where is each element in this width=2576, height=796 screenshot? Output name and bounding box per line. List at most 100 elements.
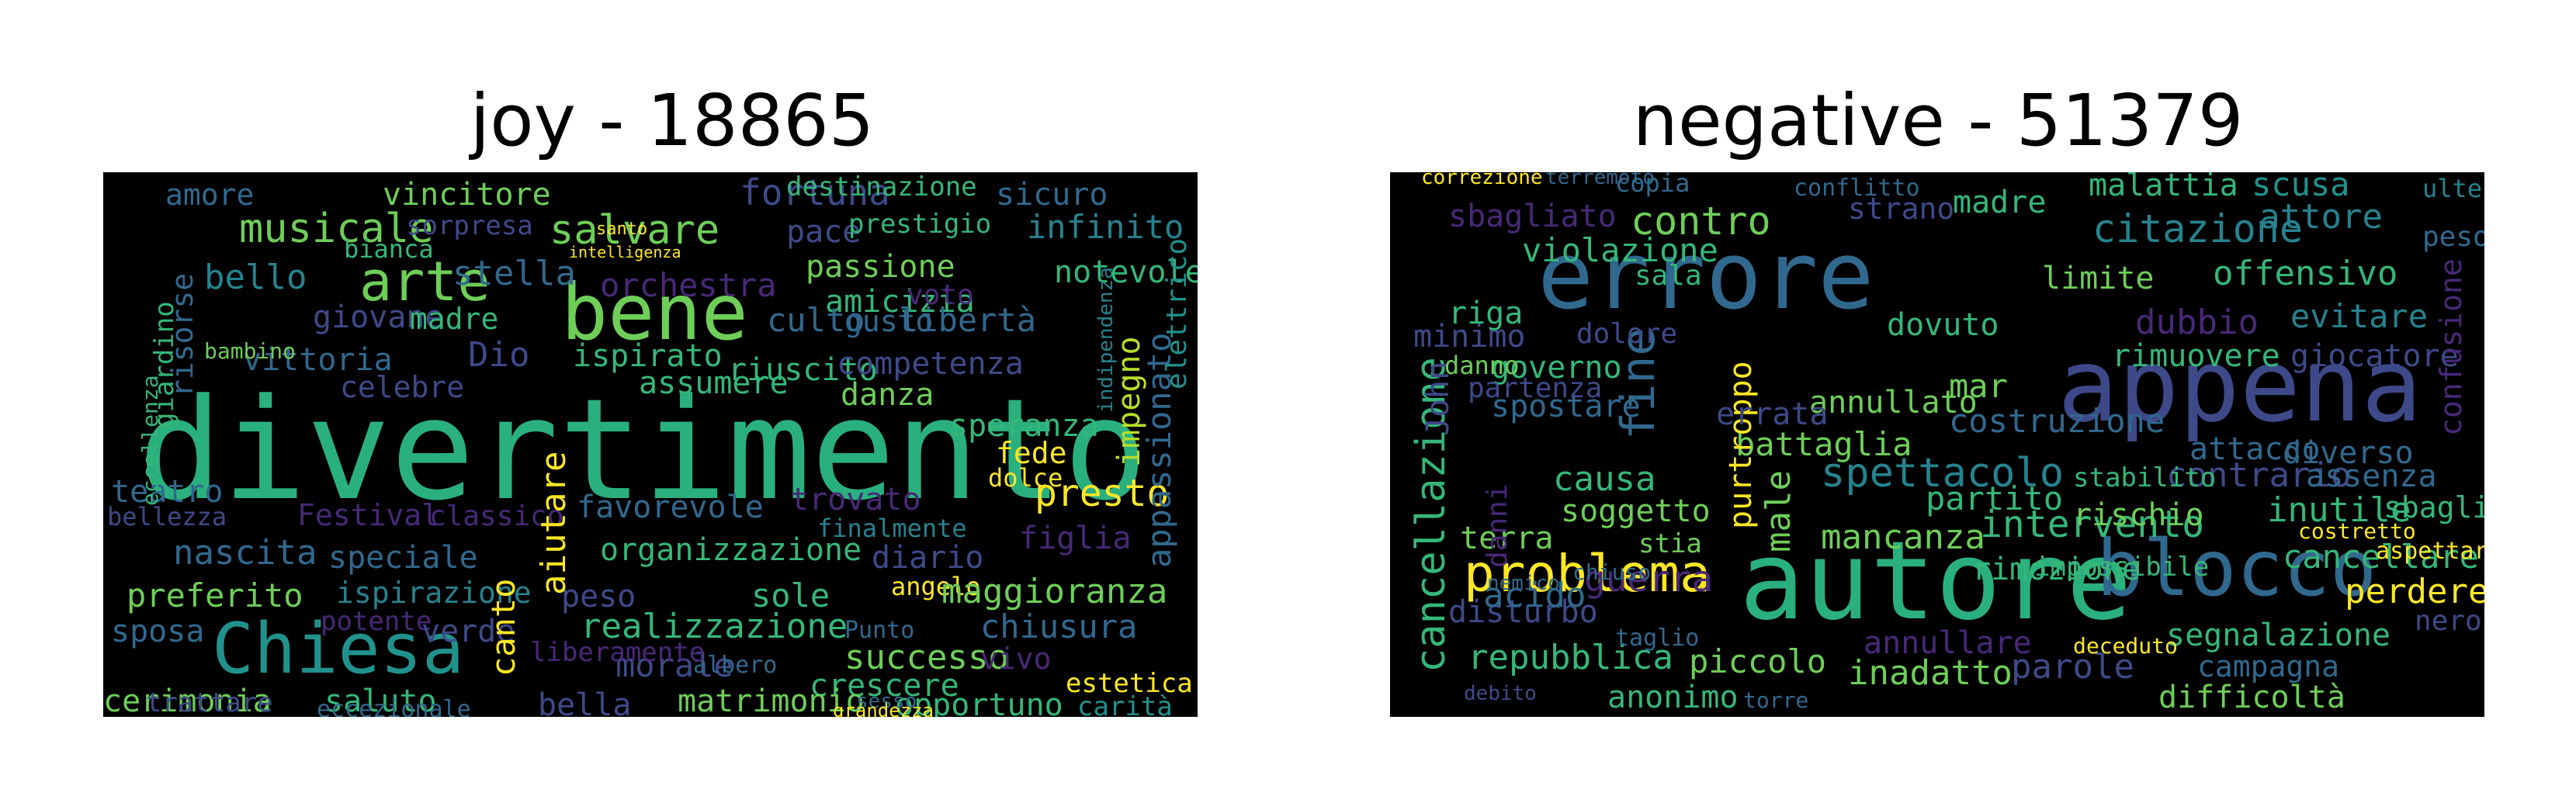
cloud-word: orchestra — [600, 266, 777, 304]
cloud-word: cerimonia — [103, 684, 272, 717]
cloud-word: madre — [1953, 185, 2046, 220]
cloud-word: grandezza — [833, 700, 934, 717]
cloud-word: aspettare — [2376, 538, 2484, 565]
cloud-word: stia — [1638, 528, 1702, 559]
cloud-word: sala — [1635, 260, 1702, 292]
cloud-word: musicale — [239, 206, 433, 252]
cloud-word: eccezionale — [317, 696, 471, 717]
cloud-word: voto — [907, 279, 974, 311]
cloud-word: autore — [1739, 518, 2132, 645]
cloud-word: bellezza — [107, 502, 227, 531]
cloud-word: spostare — [1491, 389, 1641, 424]
cloud-word: ulteriore — [2422, 174, 2484, 203]
cloud-word: teatro — [111, 474, 224, 510]
cloud-word: risorse — [165, 273, 199, 397]
cloud-word: John — [1420, 362, 1456, 436]
cloud-word: figlia — [1019, 521, 1132, 556]
cloud-word: nascita — [173, 533, 317, 573]
cloud-word: evitare — [2290, 297, 2428, 335]
cloud-word: organizzazione — [600, 532, 862, 568]
cloud-word: nemico — [1487, 572, 1560, 595]
cloud-word: perdere — [2345, 572, 2484, 611]
cloud-word: bella — [538, 687, 631, 717]
cloud-word: errore — [1538, 223, 1874, 331]
cloud-word: disturbo — [1448, 594, 1598, 630]
cloud-word: rimuovere — [2112, 338, 2280, 374]
cloud-word: classico — [429, 500, 563, 532]
cloud-word: violazione — [1522, 231, 1718, 269]
cloud-word: sorpresa — [406, 210, 533, 241]
cloud-word: contro — [1631, 199, 1771, 244]
cloud-word: potente — [321, 606, 432, 637]
cloud-word: copia — [1615, 172, 1690, 198]
cloud-word: intelligenza — [569, 243, 681, 261]
cloud-word: culto — [767, 301, 865, 339]
cloud-word: celebre — [340, 370, 464, 404]
cloud-word: stella — [452, 254, 576, 293]
cloud-word: bello — [204, 258, 307, 297]
cloud-word: nero — [2415, 605, 2482, 637]
cloud-word: strano — [1848, 192, 1954, 226]
cloud-word: estetica — [1066, 668, 1193, 699]
cloud-word: annullato — [1809, 385, 1978, 420]
cloud-word: aiutare — [534, 452, 574, 595]
cloud-word: deceduto — [2073, 633, 2178, 659]
cloud-word: terra — [1460, 521, 1553, 556]
cloud-word: guerra — [1584, 558, 1713, 600]
cloud-word: saluto — [324, 684, 437, 717]
cloud-word: acido — [1483, 576, 1586, 615]
cloud-word: Punto — [844, 617, 914, 644]
cloud-word: destinazione — [786, 172, 977, 202]
cloud-word: attore — [2259, 197, 2383, 237]
cloud-word: successo — [844, 638, 1009, 677]
cloud-word: speciale — [328, 540, 478, 576]
cloud-word: presto — [1035, 472, 1169, 515]
wordcloud-joy: divertimento bene Chiesa arte musicale salvar… — [103, 172, 1198, 717]
cloud-word: anonimo — [1607, 680, 1739, 715]
cloud-word: bianca — [344, 234, 434, 264]
cloud-word: impossibile — [2034, 552, 2209, 583]
cloud-word: prestigio — [848, 209, 991, 240]
cloud-word: danno — [1444, 351, 1519, 380]
cloud-word: dolce — [988, 463, 1063, 493]
cloud-word: speranza — [949, 408, 1099, 444]
cloud-word: costretto — [2298, 518, 2416, 544]
cloud-word: malattia — [2089, 172, 2238, 203]
cloud-word: vivo — [980, 642, 1052, 676]
cloud-word: sesso — [856, 690, 917, 713]
cloud-word: realizzazione — [581, 607, 848, 646]
cloud-word: taglio — [1615, 625, 1699, 652]
cloud-word: partito — [1926, 479, 2063, 517]
cloud-word: diario — [872, 540, 984, 576]
cloud-word: madre — [410, 302, 498, 336]
cloud-word: passione — [806, 249, 955, 285]
cloud-word: angelo — [891, 572, 981, 601]
cloud-word: contrario — [2166, 455, 2351, 495]
cloud-word: governo — [1491, 350, 1622, 386]
cloud-word: finalmente — [817, 514, 967, 543]
cloud-word: Chiesa — [212, 608, 464, 690]
cloud-word: limite — [2042, 261, 2155, 296]
cloud-word: arte — [359, 250, 491, 313]
cloud-word: errata — [1716, 396, 1829, 432]
cloud-word: male — [1759, 470, 1798, 552]
cloud-word: fede — [996, 436, 1067, 470]
cloud-word: preferito — [127, 576, 303, 614]
cloud-word: rimozione — [1972, 552, 2141, 587]
cloud-word: riuscito — [728, 352, 878, 388]
cloud-word: amicizia — [825, 284, 975, 320]
cloud-word: fine — [1611, 328, 1666, 441]
cloud-word: notevole — [1054, 254, 1198, 290]
cloud-word: difficoltà — [2158, 680, 2345, 715]
cloud-word: dolore — [1576, 318, 1677, 350]
cloud-word: sposa — [111, 614, 204, 649]
cloud-word: blocco — [2096, 523, 2377, 614]
cloud-word: verde — [421, 614, 515, 649]
cloud-word: Festival — [297, 498, 439, 532]
cloud-word: salvare — [550, 207, 719, 254]
cloud-word: assumere — [639, 365, 789, 401]
cloud-word: problema — [1464, 544, 1711, 604]
cloud-word: attacco — [2189, 431, 2321, 467]
cloud-word: mancanza — [1821, 517, 1985, 557]
cloud-word: crescere — [810, 668, 959, 704]
